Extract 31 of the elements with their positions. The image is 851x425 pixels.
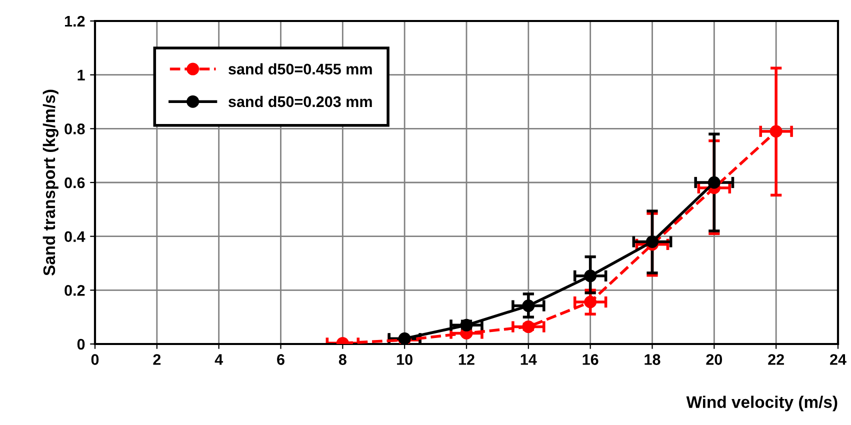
x-tick-label: 0 [91,354,99,365]
y-tick-label: 0.8 [64,124,85,134]
x-tick-label: 10 [397,354,412,365]
x-tick-label: 24 [830,354,846,365]
x-axis-title: Wind velocity (m/s) [686,396,838,412]
y-tick-label: 0.6 [64,177,85,188]
x-tick-label: 14 [520,354,537,365]
y-tick-label: 0.4 [64,231,86,242]
x-tick-label: 16 [582,354,598,365]
y-tick-label: 0.2 [64,285,85,296]
point [646,235,658,248]
x-tick-label: 18 [644,354,660,365]
y-tick-label: 1 [78,70,85,80]
x-tick-label: 4 [214,354,223,365]
x-tick-label: 6 [277,354,284,365]
x-tick-label: 8 [338,354,346,365]
x-tick-label: 12 [458,354,474,365]
point [522,300,535,312]
y-tick-label: 1.2 [65,16,85,27]
x-tick-label: 22 [768,354,784,365]
point [584,270,597,282]
x-tick-label: 20 [706,354,722,365]
point [770,125,782,138]
legend-label: sand d50=0.203 mm [228,96,372,108]
point [584,296,597,308]
x-tick-label: 2 [153,354,161,365]
y-axis-title: Sand transport (kg/m/s) [42,90,58,276]
legend-label: sand d50=0.455 mm [228,63,372,75]
point [522,320,535,334]
y-tick-label: 0 [77,338,85,350]
point [708,176,720,189]
